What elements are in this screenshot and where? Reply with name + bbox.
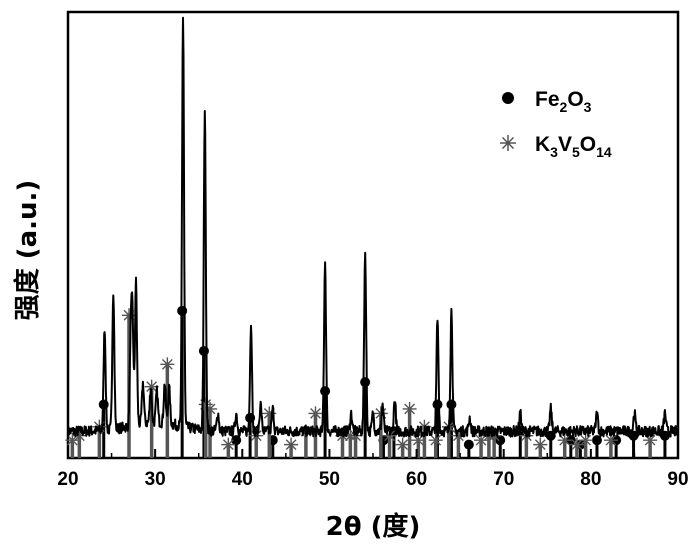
Fe2O3-marker (320, 386, 330, 396)
y-axis-label: 强度 (a.u.) (12, 180, 43, 321)
x-tick-label: 90 (667, 469, 688, 490)
K3V5O14-marker (221, 438, 235, 452)
x-tick-label: 50 (319, 469, 340, 490)
x-tick-label: 80 (580, 469, 601, 490)
x-tick-label: 20 (57, 469, 78, 490)
K3V5O14-marker (403, 402, 417, 416)
plot-frame (68, 12, 678, 458)
legend-k3v5o14-marker (500, 135, 516, 151)
K3V5O14-marker (160, 357, 174, 371)
Fe2O3-marker (432, 399, 442, 409)
K3V5O14-marker (533, 438, 547, 452)
x-tick-label: 30 (145, 469, 166, 490)
Fe2O3-marker (464, 440, 474, 450)
K3V5O14-marker (308, 406, 322, 420)
legend-fe2o3-marker (502, 92, 514, 104)
measured-xrd-pattern-line (68, 18, 678, 437)
Fe2O3-marker (360, 377, 370, 387)
legend-fe2o3-label: Fe2O3 (535, 88, 592, 115)
legend: Fe2O3 K3V5O14 (500, 88, 612, 160)
K3V5O14-marker (396, 438, 410, 452)
K3V5O14-marker (284, 438, 298, 452)
Fe2O3-marker (446, 399, 456, 409)
x-tick-label: 70 (493, 469, 514, 490)
legend-k3v5o14-label: K3V5O14 (535, 133, 612, 160)
K3V5O14-marker (122, 308, 136, 322)
K3V5O14-marker (203, 402, 217, 416)
x-axis-label: 2θ (度) (326, 511, 421, 542)
x-tick-label: 60 (406, 469, 427, 490)
x-tick-label: 40 (232, 469, 253, 490)
